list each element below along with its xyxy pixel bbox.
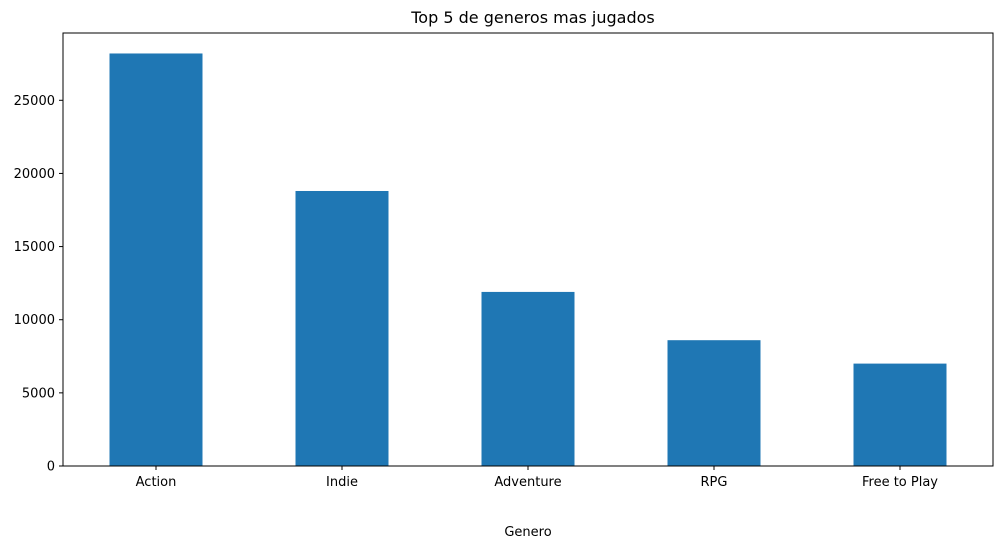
y-tick-label: 0 bbox=[47, 460, 55, 475]
x-axis-label: Genero bbox=[504, 525, 551, 540]
bar-free-to-play bbox=[853, 363, 947, 466]
y-axis: 0 5000 10000 15000 20000 25000 bbox=[14, 94, 63, 475]
x-tick-label: Adventure bbox=[494, 475, 561, 490]
y-tick-label: 20000 bbox=[14, 167, 55, 182]
x-tick-label: Free to Play bbox=[862, 475, 938, 490]
x-tick-label: RPG bbox=[701, 475, 728, 490]
plot-frame bbox=[62, 32, 994, 467]
y-tick-label: 25000 bbox=[14, 94, 55, 109]
bar-indie bbox=[295, 190, 389, 466]
y-tick-label: 10000 bbox=[14, 313, 55, 328]
y-tick-label: 15000 bbox=[14, 240, 55, 255]
y-tick-label: 5000 bbox=[22, 386, 55, 401]
x-tick-label: Action bbox=[136, 475, 177, 490]
x-axis: Action Indie Adventure RPG Free to Play bbox=[136, 466, 938, 490]
bar-adventure bbox=[481, 291, 575, 466]
bars-group bbox=[109, 53, 947, 466]
bar-rpg bbox=[667, 340, 761, 466]
bar-action bbox=[109, 53, 203, 466]
x-tick-label: Indie bbox=[326, 475, 358, 490]
chart-title: Top 5 de generos mas jugados bbox=[410, 8, 655, 27]
